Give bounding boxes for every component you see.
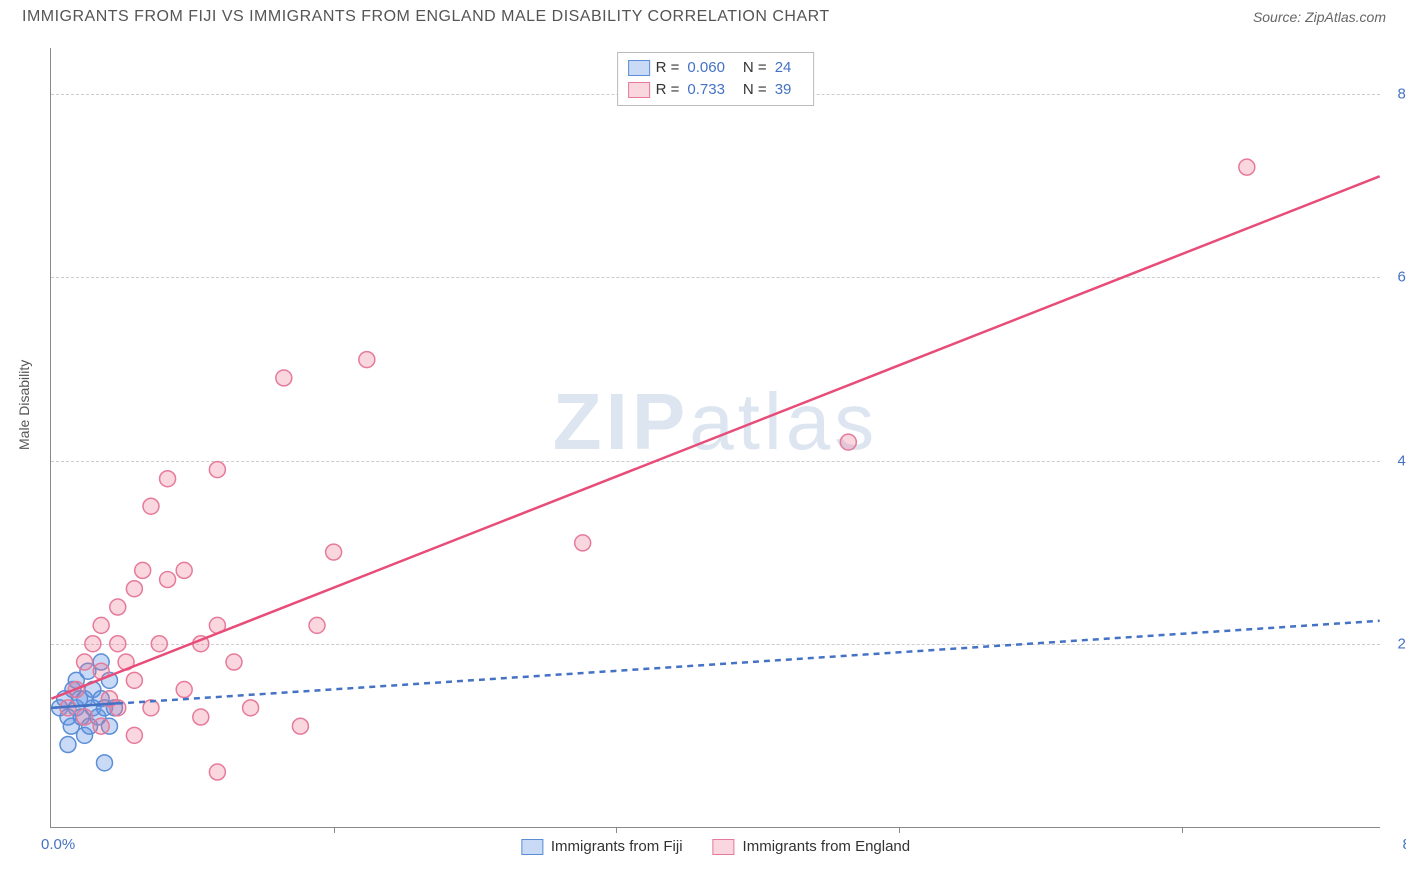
data-point: [292, 718, 308, 734]
y-tick-label: 40.0%: [1397, 452, 1406, 469]
data-point: [226, 654, 242, 670]
data-point: [151, 636, 167, 652]
legend-n-label: N =: [743, 57, 767, 79]
x-tick-mark: [616, 827, 617, 833]
scatter-plot-svg: [51, 48, 1380, 827]
legend-n-label: N =: [743, 79, 767, 101]
data-point: [93, 718, 109, 734]
data-point: [193, 709, 209, 725]
data-point: [135, 562, 151, 578]
data-point: [309, 617, 325, 633]
legend-r-value: 0.733: [687, 79, 725, 101]
data-point: [60, 737, 76, 753]
data-point: [1239, 159, 1255, 175]
data-point: [160, 572, 176, 588]
data-point: [126, 727, 142, 743]
legend-r-label: R =: [656, 79, 680, 101]
data-point: [176, 682, 192, 698]
y-axis-label: Male Disability: [16, 360, 32, 450]
legend-swatch: [521, 839, 543, 855]
source-label: Source: ZipAtlas.com: [1253, 9, 1386, 25]
chart-title: IMMIGRANTS FROM FIJI VS IMMIGRANTS FROM …: [22, 8, 830, 26]
data-point: [209, 462, 225, 478]
legend-n-value: 39: [775, 79, 792, 101]
y-tick-label: 20.0%: [1397, 636, 1406, 653]
data-point: [176, 562, 192, 578]
legend-series-item: Immigrants from Fiji: [521, 838, 683, 855]
plot-area: ZIPatlas R = 0.060 N = 24 R = 0.733 N = …: [50, 48, 1380, 828]
x-tick-mark: [334, 827, 335, 833]
legend-stat-row: R = 0.060 N = 24: [628, 57, 804, 79]
x-axis-max-label: 80.0%: [1402, 836, 1406, 853]
legend-swatch: [628, 60, 650, 76]
data-point: [110, 599, 126, 615]
legend-n-value: 24: [775, 57, 792, 79]
legend-stats: R = 0.060 N = 24 R = 0.733 N = 39: [617, 52, 815, 106]
regression-line: [51, 621, 1379, 708]
data-point: [209, 764, 225, 780]
data-point: [326, 544, 342, 560]
data-point: [143, 498, 159, 514]
chart-header: IMMIGRANTS FROM FIJI VS IMMIGRANTS FROM …: [0, 0, 1406, 30]
data-point: [359, 352, 375, 368]
chart-container: Male Disability ZIPatlas R = 0.060 N = 2…: [0, 30, 1406, 874]
data-point: [77, 709, 93, 725]
legend-stat-row: R = 0.733 N = 39: [628, 79, 804, 101]
data-point: [276, 370, 292, 386]
data-point: [160, 471, 176, 487]
y-tick-label: 60.0%: [1397, 269, 1406, 286]
data-point: [110, 636, 126, 652]
data-point: [96, 755, 112, 771]
data-point: [93, 617, 109, 633]
data-point: [575, 535, 591, 551]
data-point: [126, 581, 142, 597]
legend-r-value: 0.060: [687, 57, 725, 79]
x-axis-min-label: 0.0%: [41, 836, 75, 853]
x-tick-mark: [1182, 827, 1183, 833]
regression-line: [51, 176, 1379, 698]
legend-series: Immigrants from Fiji Immigrants from Eng…: [521, 838, 910, 855]
data-point: [85, 636, 101, 652]
legend-swatch: [628, 82, 650, 98]
data-point: [126, 672, 142, 688]
data-point: [243, 700, 259, 716]
legend-r-label: R =: [656, 57, 680, 79]
y-tick-label: 80.0%: [1397, 85, 1406, 102]
legend-series-label: Immigrants from England: [743, 838, 911, 855]
legend-swatch: [713, 839, 735, 855]
legend-series-label: Immigrants from Fiji: [551, 838, 683, 855]
x-tick-mark: [899, 827, 900, 833]
data-point: [77, 654, 93, 670]
data-point: [840, 434, 856, 450]
legend-series-item: Immigrants from England: [713, 838, 911, 855]
